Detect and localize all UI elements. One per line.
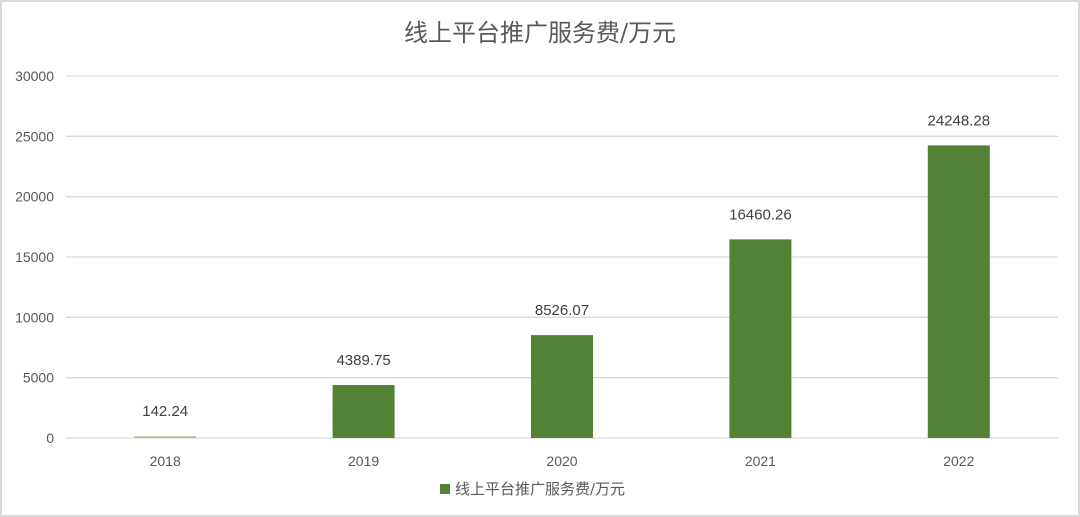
legend: 线上平台推广服务费/万元 [440, 480, 625, 498]
x-tick-label: 2021 [745, 453, 776, 469]
bar-2018 [134, 436, 197, 438]
x-tick-label: 2018 [150, 453, 181, 469]
data-label: 4389.75 [336, 352, 390, 369]
y-tick-label: 10000 [15, 309, 54, 325]
x-tick-label: 2019 [348, 453, 379, 469]
y-tick-label: 15000 [15, 249, 54, 265]
y-tick-label: 25000 [15, 128, 54, 144]
legend-swatch [440, 484, 450, 494]
y-tick-label: 30000 [15, 68, 54, 84]
legend-label: 线上平台推广服务费/万元 [455, 480, 625, 498]
data-label: 142.24 [142, 403, 188, 420]
data-label: 8526.07 [535, 302, 589, 319]
data-label: 24248.28 [928, 112, 991, 129]
y-tick-label: 0 [46, 430, 54, 446]
bar-2022 [927, 145, 990, 438]
bar-2020 [531, 335, 593, 438]
y-tick-label: 5000 [23, 370, 54, 386]
bar-2019 [332, 385, 395, 438]
data-label: 16460.26 [729, 206, 792, 223]
x-tick-label: 2022 [943, 453, 974, 469]
bar-2021 [729, 239, 792, 438]
y-tick-label: 20000 [15, 189, 54, 205]
chart-title: 线上平台推广服务费/万元 [404, 19, 676, 47]
x-tick-label: 2020 [546, 453, 577, 469]
